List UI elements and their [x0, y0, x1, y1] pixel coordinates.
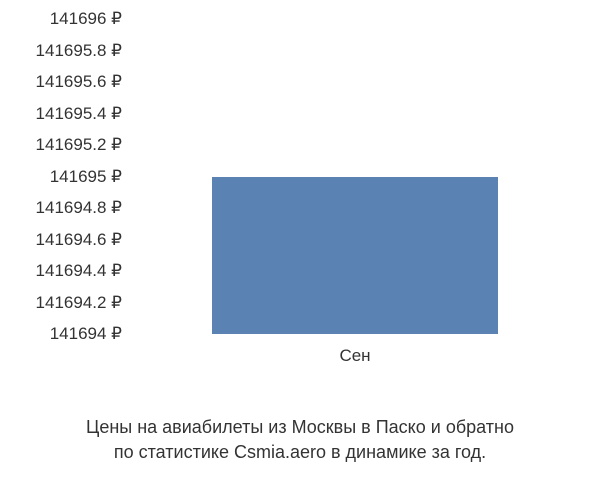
y-tick-label: 141695.2 ₽ — [36, 135, 122, 155]
caption-line1: Цены на авиабилеты из Москвы в Паско и о… — [0, 415, 600, 440]
y-tick-label: 141694.8 ₽ — [36, 198, 122, 218]
y-tick-label: 141695.6 ₽ — [36, 72, 122, 92]
bar — [212, 177, 498, 335]
y-tick-label: 141695.4 ₽ — [36, 104, 122, 124]
chart-container: 141696 ₽ 141695.8 ₽ 141695.6 ₽ 141695.4 ₽ 14… — [10, 10, 590, 400]
y-tick-label: 141694.6 ₽ — [36, 230, 122, 250]
y-tick-label: 141694.4 ₽ — [36, 261, 122, 281]
y-tick-label: 141694 ₽ — [50, 324, 122, 344]
x-tick-label: Сен — [339, 346, 370, 366]
plot-area — [135, 19, 575, 334]
y-tick-label: 141695.8 ₽ — [36, 41, 122, 61]
x-axis: Сен — [135, 340, 575, 370]
y-tick-label: 141694.2 ₽ — [36, 293, 122, 313]
y-tick-label: 141696 ₽ — [50, 9, 122, 29]
y-tick-label: 141695 ₽ — [50, 167, 122, 187]
caption-line2: по статистике Csmia.aero в динамике за г… — [0, 440, 600, 465]
y-axis: 141696 ₽ 141695.8 ₽ 141695.6 ₽ 141695.4 ₽ 14… — [10, 10, 130, 340]
